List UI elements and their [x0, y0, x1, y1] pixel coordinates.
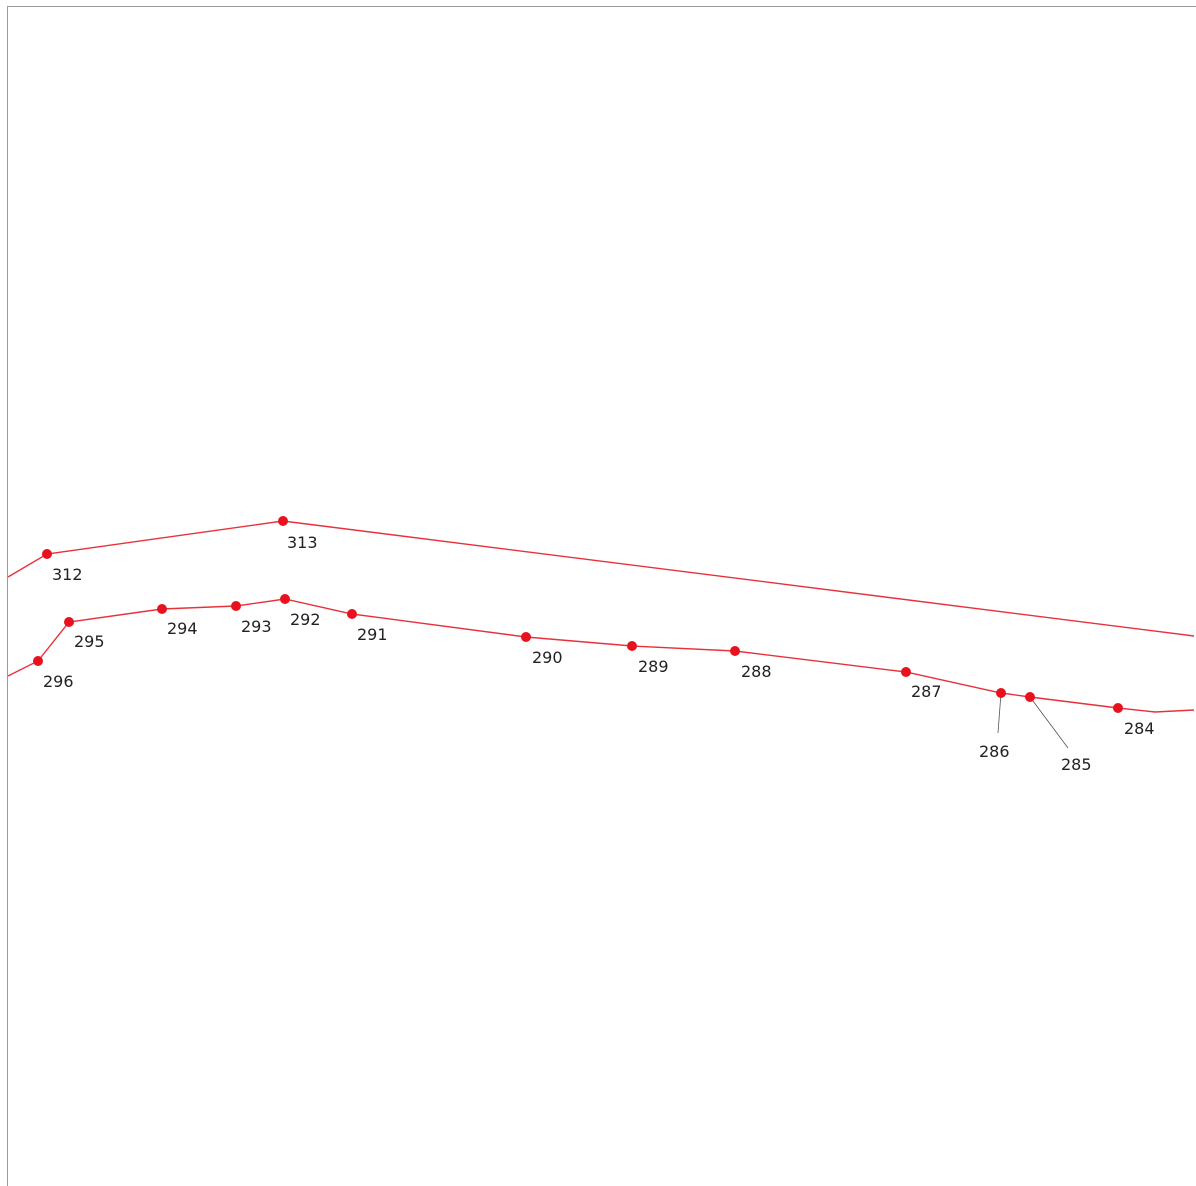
point-label-313: 313	[287, 533, 318, 552]
leader-line-286	[997, 692, 1002, 734]
point-label-289: 289	[638, 657, 669, 676]
survey-point-287[interactable]	[901, 667, 911, 677]
survey-point-291[interactable]	[347, 609, 357, 619]
survey-point-284[interactable]	[1113, 703, 1123, 713]
survey-point-294[interactable]	[157, 604, 167, 614]
inner-boundary-line	[7, 598, 1195, 713]
point-label-294: 294	[167, 619, 198, 638]
survey-point-285[interactable]	[1025, 692, 1035, 702]
survey-point-286[interactable]	[996, 688, 1006, 698]
point-label-312: 312	[52, 565, 83, 584]
labels-layer: 312 313 296 295 294 293 292 291 290 289 288 287 286 2…	[43, 533, 1155, 774]
point-label-293: 293	[241, 617, 272, 636]
point-label-290: 290	[532, 648, 563, 667]
leader-line-285	[1029, 696, 1069, 749]
survey-point-296[interactable]	[33, 656, 43, 666]
point-label-291: 291	[357, 625, 388, 644]
point-label-285: 285	[1061, 755, 1092, 774]
outer-boundary-line	[7, 520, 1195, 637]
point-label-288: 288	[741, 662, 772, 681]
survey-point-313[interactable]	[278, 516, 288, 526]
survey-point-292[interactable]	[280, 594, 290, 604]
point-label-292: 292	[290, 610, 321, 629]
point-label-284: 284	[1124, 719, 1155, 738]
survey-point-312[interactable]	[42, 549, 52, 559]
points-layer	[33, 516, 1123, 713]
point-label-296: 296	[43, 672, 74, 691]
lines-layer	[7, 520, 1195, 713]
survey-point-295[interactable]	[64, 617, 74, 627]
map-frame	[7, 6, 1196, 1186]
survey-point-293[interactable]	[231, 601, 241, 611]
point-label-286: 286	[979, 742, 1010, 761]
survey-point-288[interactable]	[730, 646, 740, 656]
survey-point-290[interactable]	[521, 632, 531, 642]
point-label-287: 287	[911, 682, 942, 701]
survey-point-289[interactable]	[627, 641, 637, 651]
point-label-295: 295	[74, 632, 105, 651]
leader-lines	[997, 692, 1069, 749]
